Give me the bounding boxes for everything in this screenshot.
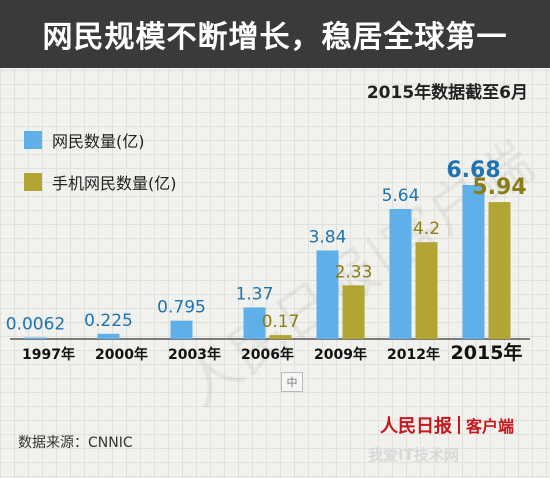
x-tick-label-3: 2006年: [241, 346, 294, 363]
legend-item-netizens: 网民数量(亿): [24, 128, 177, 152]
legend: 网民数量(亿) 手机网民数量(亿): [24, 128, 177, 212]
bar-netizens-0: [24, 337, 47, 339]
chart-subtitle: 2015年数据截至6月: [366, 83, 528, 103]
data-label-netizens-4: 3.84: [309, 227, 347, 247]
brand-name: 人民日报: [380, 416, 452, 437]
legend-swatch-mobile: [24, 173, 42, 191]
bar-netizens-4: [316, 250, 339, 339]
bar-mobile-6: [488, 202, 511, 339]
bar-netizens-6: [462, 185, 485, 339]
bar-netizens-1: [97, 333, 120, 339]
x-tick-label-0: 1997年: [22, 346, 75, 363]
x-tick-label-5: 2012年: [387, 346, 440, 363]
data-label-mobile-6: 5.94: [472, 175, 526, 200]
brand-divider: [458, 416, 460, 434]
data-label-netizens-0: 0.0062: [6, 315, 65, 335]
title-bar: 网民规模不断增长，稳居全球第一: [0, 0, 550, 68]
legend-label-mobile: 手机网民数量(亿): [52, 174, 177, 193]
x-tick-label-6: 2015年: [451, 341, 523, 364]
brand-logo: 人民日报 客户端: [380, 412, 514, 438]
data-label-netizens-3: 1.37: [236, 284, 274, 304]
bar-mobile-3: [269, 335, 292, 339]
bar-netizens-5: [389, 208, 412, 339]
data-label-netizens-5: 5.64: [382, 186, 420, 206]
bar-mobile-5: [415, 242, 438, 339]
mid-tag: 中: [281, 372, 303, 392]
data-label-mobile-3: 0.17: [262, 312, 300, 332]
legend-swatch-netizens: [24, 131, 42, 149]
x-tick-label-4: 2009年: [314, 346, 367, 363]
source-note: 数据来源：CNNIC: [18, 435, 133, 451]
data-label-mobile-5: 4.2: [413, 219, 440, 239]
chart-title: 网民规模不断增长，稳居全球第一: [42, 20, 508, 55]
bar-netizens-2: [170, 320, 193, 339]
x-tick-label-2: 2003年: [168, 346, 221, 363]
legend-item-mobile: 手机网民数量(亿): [24, 170, 177, 194]
legend-label-netizens: 网民数量(亿): [52, 132, 145, 151]
x-tick-label-1: 2000年: [95, 346, 148, 363]
data-label-mobile-4: 2.33: [335, 262, 373, 282]
bar-mobile-4: [342, 285, 365, 339]
bar-netizens-3: [243, 307, 266, 339]
data-label-netizens-2: 0.795: [157, 298, 206, 318]
brand-client: 客户端: [466, 417, 515, 436]
data-label-netizens-1: 0.225: [84, 311, 133, 331]
site-watermark: 我爱IT技术网: [368, 446, 459, 464]
data-label-netizens-6: 6.68: [446, 158, 500, 183]
